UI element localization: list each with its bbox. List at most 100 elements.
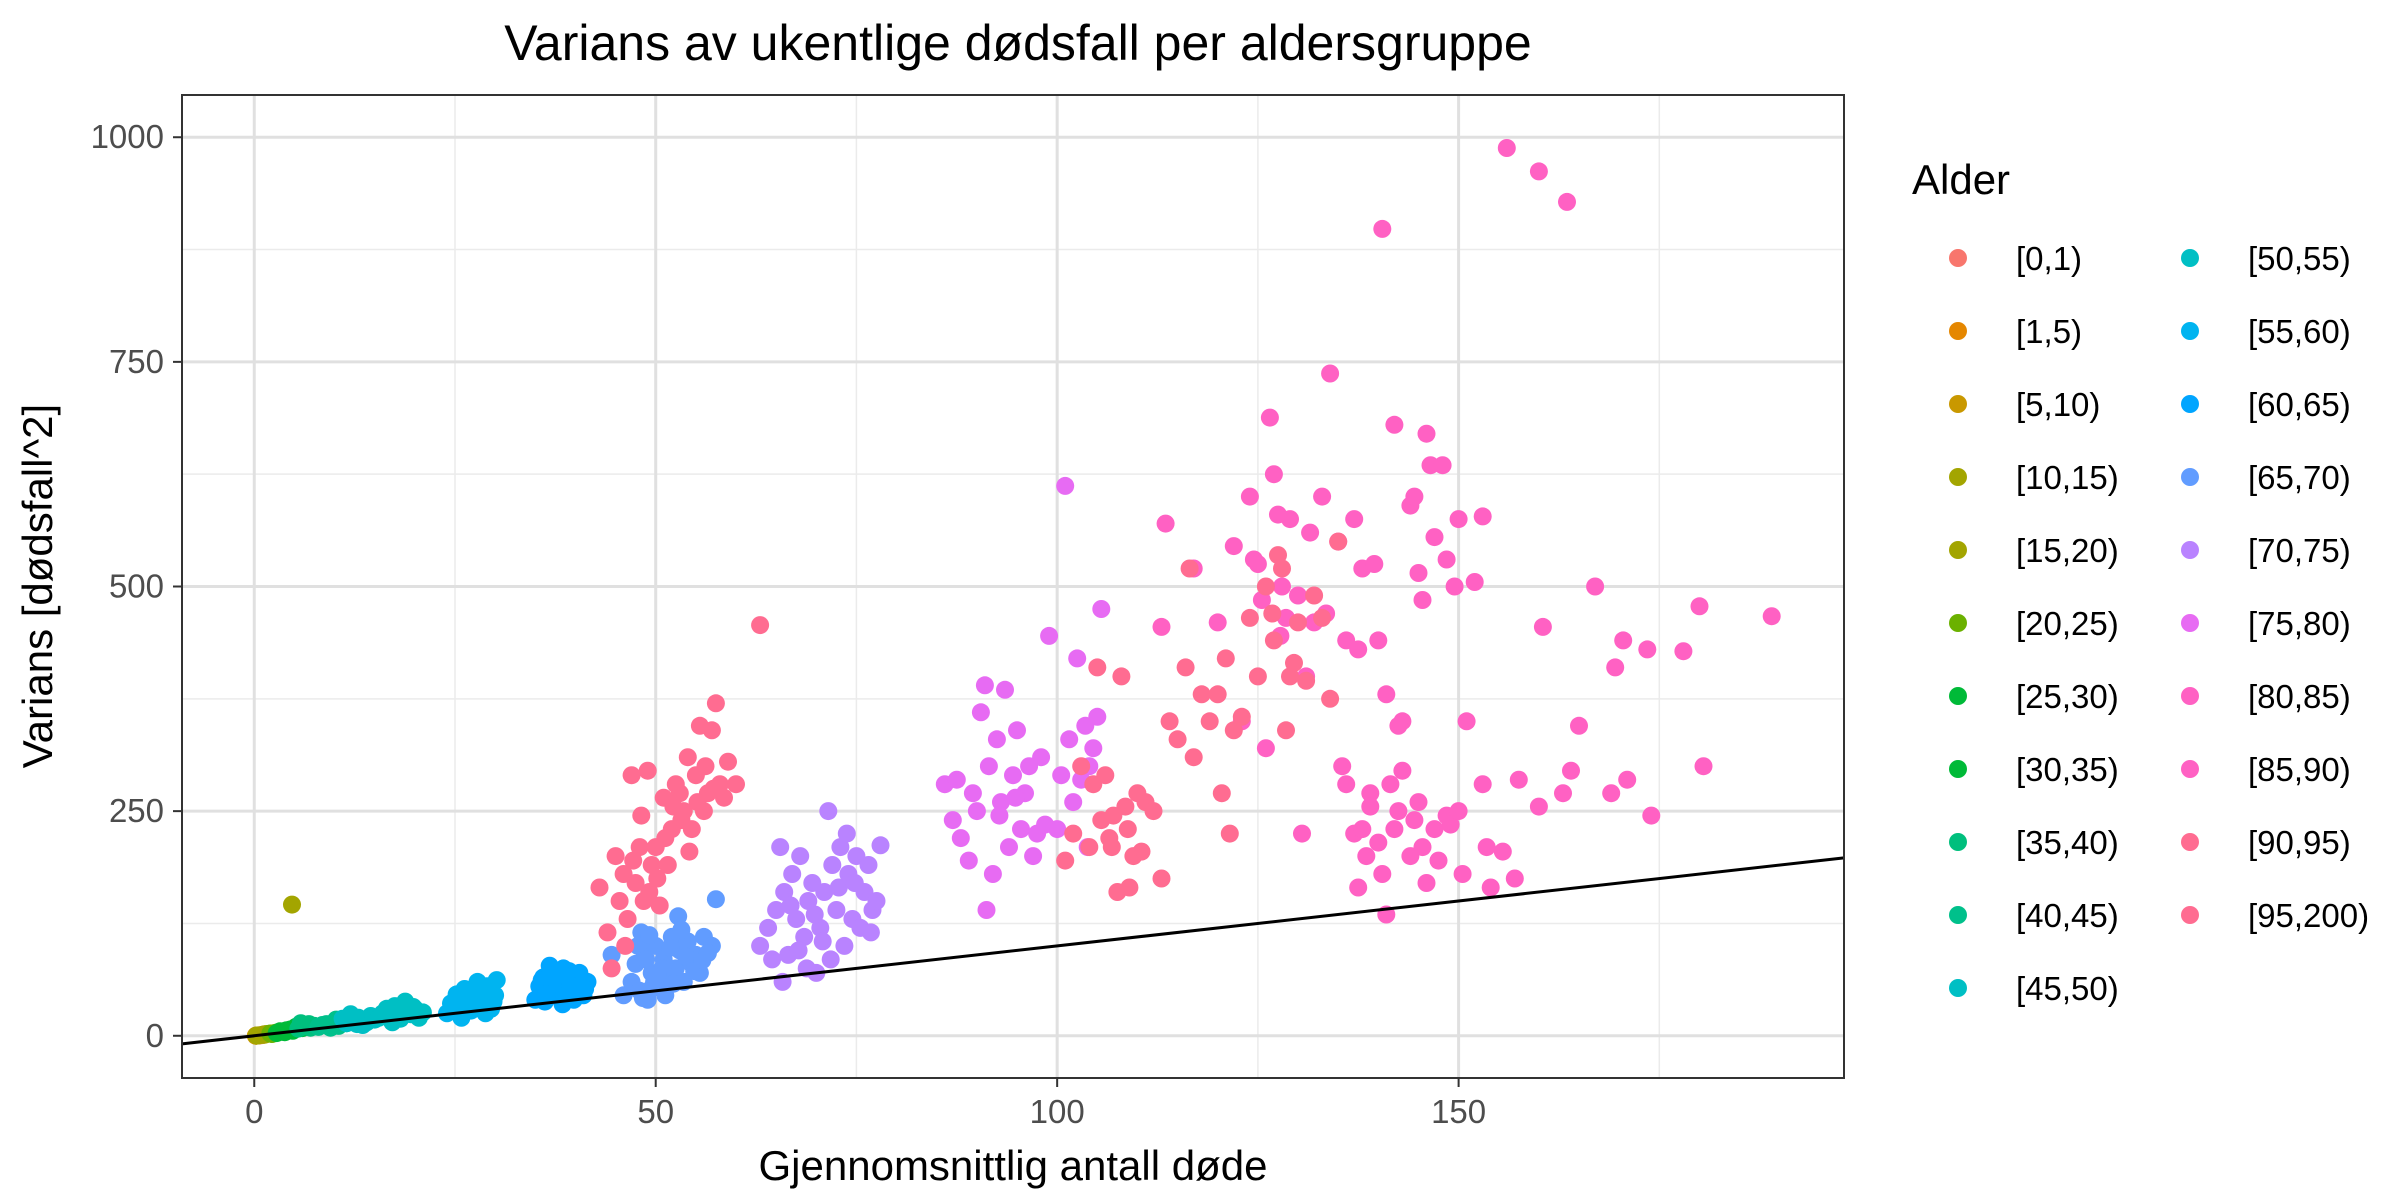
data-point (1248, 667, 1267, 686)
data-point (630, 838, 649, 857)
data-point (1349, 878, 1368, 897)
legend-label: [1,5) (2016, 313, 2082, 350)
data-point (598, 923, 617, 942)
data-point (537, 985, 556, 1004)
data-point (1385, 820, 1404, 839)
data-point (1144, 802, 1163, 821)
data-point (661, 938, 680, 957)
data-point (632, 806, 651, 825)
data-point (680, 842, 699, 861)
data-point (990, 806, 1009, 825)
data-point (1345, 510, 1364, 529)
data-point (1192, 685, 1211, 704)
legend-key (1949, 541, 1967, 559)
data-point (1437, 550, 1456, 569)
data-point (1024, 847, 1043, 866)
data-point (1088, 658, 1107, 677)
legend-label: [95,200) (2248, 897, 2369, 934)
legend-key (1949, 906, 1967, 924)
data-point (1642, 806, 1661, 825)
data-point (763, 950, 782, 969)
data-point (1313, 487, 1332, 506)
x-tick-label: 150 (1431, 1093, 1486, 1130)
data-point (283, 895, 301, 914)
data-point (640, 926, 659, 945)
legend-key (2181, 322, 2199, 340)
data-point (791, 847, 810, 866)
x-axis-ticks: 0 50 100 150 (245, 1078, 1486, 1130)
data-point (959, 851, 978, 870)
data-point (626, 874, 645, 892)
data-point (1232, 707, 1251, 726)
data-point (1361, 797, 1380, 816)
data-point (751, 936, 770, 955)
data-point (1216, 649, 1235, 668)
data-point (971, 703, 990, 722)
legend-key (1949, 687, 1967, 705)
data-point (1449, 802, 1468, 821)
data-point (1369, 833, 1388, 852)
data-point (805, 905, 824, 924)
data-point (1064, 793, 1083, 812)
data-point (1393, 761, 1412, 780)
data-point (704, 779, 723, 798)
data-point (1405, 487, 1424, 506)
data-point (1056, 476, 1075, 495)
data-point (787, 910, 806, 928)
legend-label: [40,45) (2016, 897, 2119, 934)
data-point (1281, 510, 1299, 529)
data-point (775, 883, 794, 901)
data-point (821, 950, 840, 969)
data-point (951, 829, 970, 848)
data-point (1102, 838, 1121, 857)
data-point (1256, 577, 1275, 596)
data-point (1614, 631, 1633, 650)
data-point (487, 971, 506, 990)
data-point (1224, 537, 1243, 556)
data-point (678, 748, 697, 767)
data-point (1321, 364, 1340, 383)
data-point (606, 847, 625, 866)
grid-lines (182, 95, 1844, 1078)
data-point (977, 901, 996, 919)
data-point (963, 784, 982, 803)
data-point (388, 1000, 407, 1019)
data-point (983, 865, 1002, 883)
data-point (1277, 721, 1295, 740)
data-point (1373, 219, 1392, 238)
data-point (947, 770, 966, 789)
data-point (1425, 528, 1444, 547)
data-point (719, 752, 737, 771)
data-point (1473, 775, 1492, 794)
data-point (1152, 617, 1171, 636)
data-point (1064, 824, 1083, 843)
data-point (1417, 874, 1436, 892)
y-tick-label: 1000 (91, 118, 164, 155)
data-point (1690, 597, 1709, 616)
legend-key (1949, 760, 1967, 778)
data-point (1224, 721, 1243, 740)
legend-key (1949, 322, 1967, 340)
data-point (545, 965, 564, 984)
data-point (1116, 797, 1135, 816)
legend-title: Alder (1912, 156, 2010, 203)
data-point (1160, 712, 1179, 731)
data-point (861, 923, 880, 942)
data-point (447, 985, 466, 1004)
data-point (1248, 555, 1267, 573)
data-point (1068, 649, 1087, 668)
data-point (1389, 716, 1408, 735)
data-point (1180, 559, 1199, 578)
data-point (967, 802, 986, 821)
data-point (1509, 770, 1528, 789)
y-axis-ticks: 0 250 500 750 1000 (91, 118, 182, 1054)
legend-label: [10,15) (2016, 459, 2119, 496)
data-point (702, 721, 721, 740)
legend-key (1949, 833, 1967, 851)
legend-label: [70,75) (2248, 532, 2351, 569)
data-point (1385, 415, 1404, 434)
data-point (1429, 851, 1448, 870)
legend-key (2181, 541, 2199, 559)
legend-label: [85,90) (2248, 751, 2351, 788)
